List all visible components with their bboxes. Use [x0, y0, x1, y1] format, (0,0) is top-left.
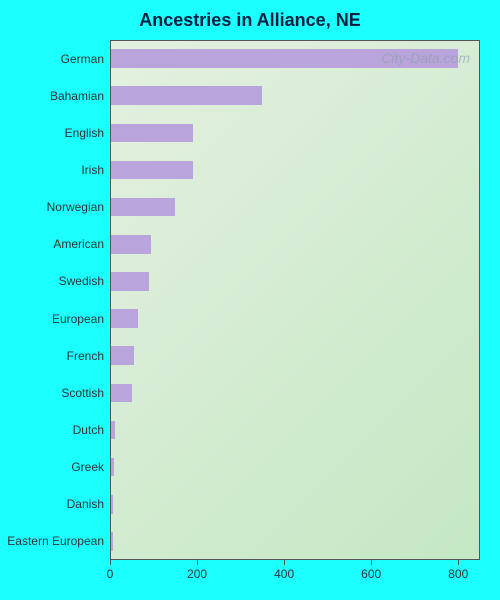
- y-axis-label: Norwegian: [47, 200, 104, 214]
- y-axis-label: German: [61, 52, 104, 66]
- bar: [110, 346, 134, 365]
- x-tick: [458, 560, 459, 565]
- x-axis-label: 800: [448, 567, 468, 581]
- x-tick: [284, 560, 285, 565]
- bar: [110, 532, 113, 551]
- bar: [110, 309, 138, 328]
- y-axis-label: Eastern European: [7, 534, 104, 548]
- plot-area: City-Data.com: [110, 40, 480, 560]
- chart-title: Ancestries in Alliance, NE: [0, 10, 500, 31]
- x-tick: [371, 560, 372, 565]
- bar: [110, 198, 175, 217]
- bar: [110, 161, 193, 180]
- x-axis-label: 400: [274, 567, 294, 581]
- x-tick: [110, 560, 111, 565]
- plot-inner: [110, 40, 480, 560]
- x-axis-label: 0: [107, 567, 114, 581]
- bar: [110, 421, 115, 440]
- y-axis-label: Danish: [67, 497, 104, 511]
- page-root: Ancestries in Alliance, NE City-Data.com…: [0, 0, 500, 600]
- bar: [110, 458, 114, 477]
- y-axis-label: Greek: [71, 460, 104, 474]
- y-axis-label: American: [53, 237, 104, 251]
- x-axis-label: 200: [187, 567, 207, 581]
- bar: [110, 124, 193, 143]
- x-tick: [197, 560, 198, 565]
- bar: [110, 495, 113, 514]
- bar: [110, 86, 262, 105]
- y-axis-label: French: [67, 349, 104, 363]
- y-axis-label: English: [65, 126, 104, 140]
- watermark: City-Data.com: [381, 50, 470, 66]
- y-axis-label: Bahamian: [50, 89, 104, 103]
- bar: [110, 235, 151, 254]
- y-axis-label: Scottish: [61, 386, 104, 400]
- y-axis-label: Swedish: [59, 274, 104, 288]
- y-axis-label: Irish: [81, 163, 104, 177]
- x-axis-label: 600: [361, 567, 381, 581]
- y-axis-label: Dutch: [73, 423, 104, 437]
- bar: [110, 272, 149, 291]
- y-axis-label: European: [52, 312, 104, 326]
- bar: [110, 384, 132, 403]
